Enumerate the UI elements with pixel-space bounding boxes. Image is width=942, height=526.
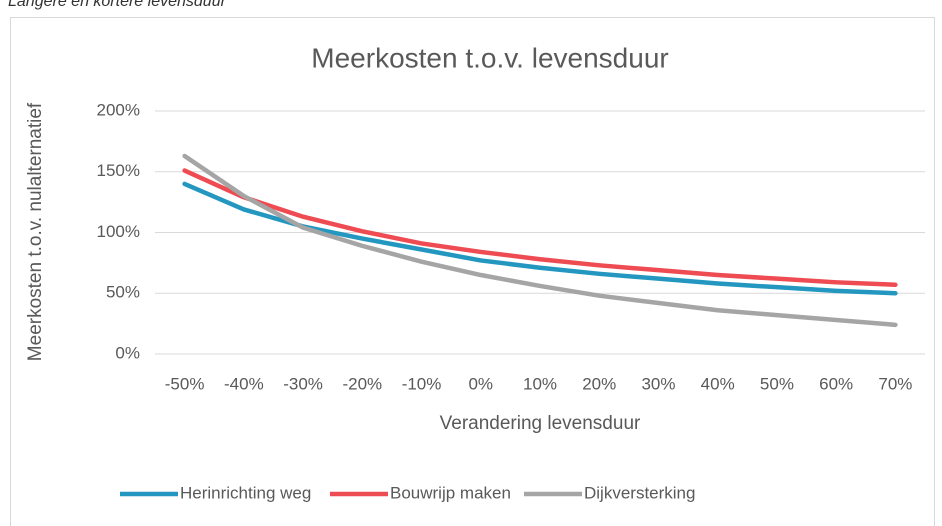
x-tick-label: 10% (523, 374, 557, 393)
y-axis-label: Meerkosten t.o.v. nulalternatief (25, 102, 46, 361)
x-tick-label: -40% (224, 374, 264, 393)
legend-label: Herinrichting weg (180, 483, 311, 502)
line-series (182, 181, 898, 296)
x-tick-label: 70% (878, 374, 912, 393)
y-tick-label: 150% (97, 161, 140, 180)
line-series (182, 168, 898, 287)
line-series (182, 153, 898, 328)
legend-label: Bouwrijp maken (390, 483, 511, 502)
x-tick-label: -50% (165, 374, 205, 393)
y-tick-label: 100% (97, 222, 140, 241)
legend-label: Dijkversterking (584, 483, 695, 502)
x-tick-label: 0% (468, 374, 493, 393)
x-tick-label: 60% (819, 374, 853, 393)
chart-border (10, 17, 935, 526)
caption: Langere en kortere levensduur (8, 0, 227, 10)
chart-title: Meerkosten t.o.v. levensduur (311, 42, 668, 73)
y-tick-label: 200% (97, 100, 140, 119)
x-tick-label: -20% (342, 374, 382, 393)
x-tick-label: 40% (701, 374, 735, 393)
x-tick-label: 20% (582, 374, 616, 393)
x-axis-label: Verandering levensduur (440, 413, 641, 434)
x-tick-label: -10% (402, 374, 442, 393)
y-tick-label: 0% (115, 343, 140, 362)
x-tick-label: 30% (641, 374, 675, 393)
y-tick-label: 50% (106, 283, 140, 302)
x-tick-label: 50% (760, 374, 794, 393)
x-tick-label: -30% (283, 374, 323, 393)
